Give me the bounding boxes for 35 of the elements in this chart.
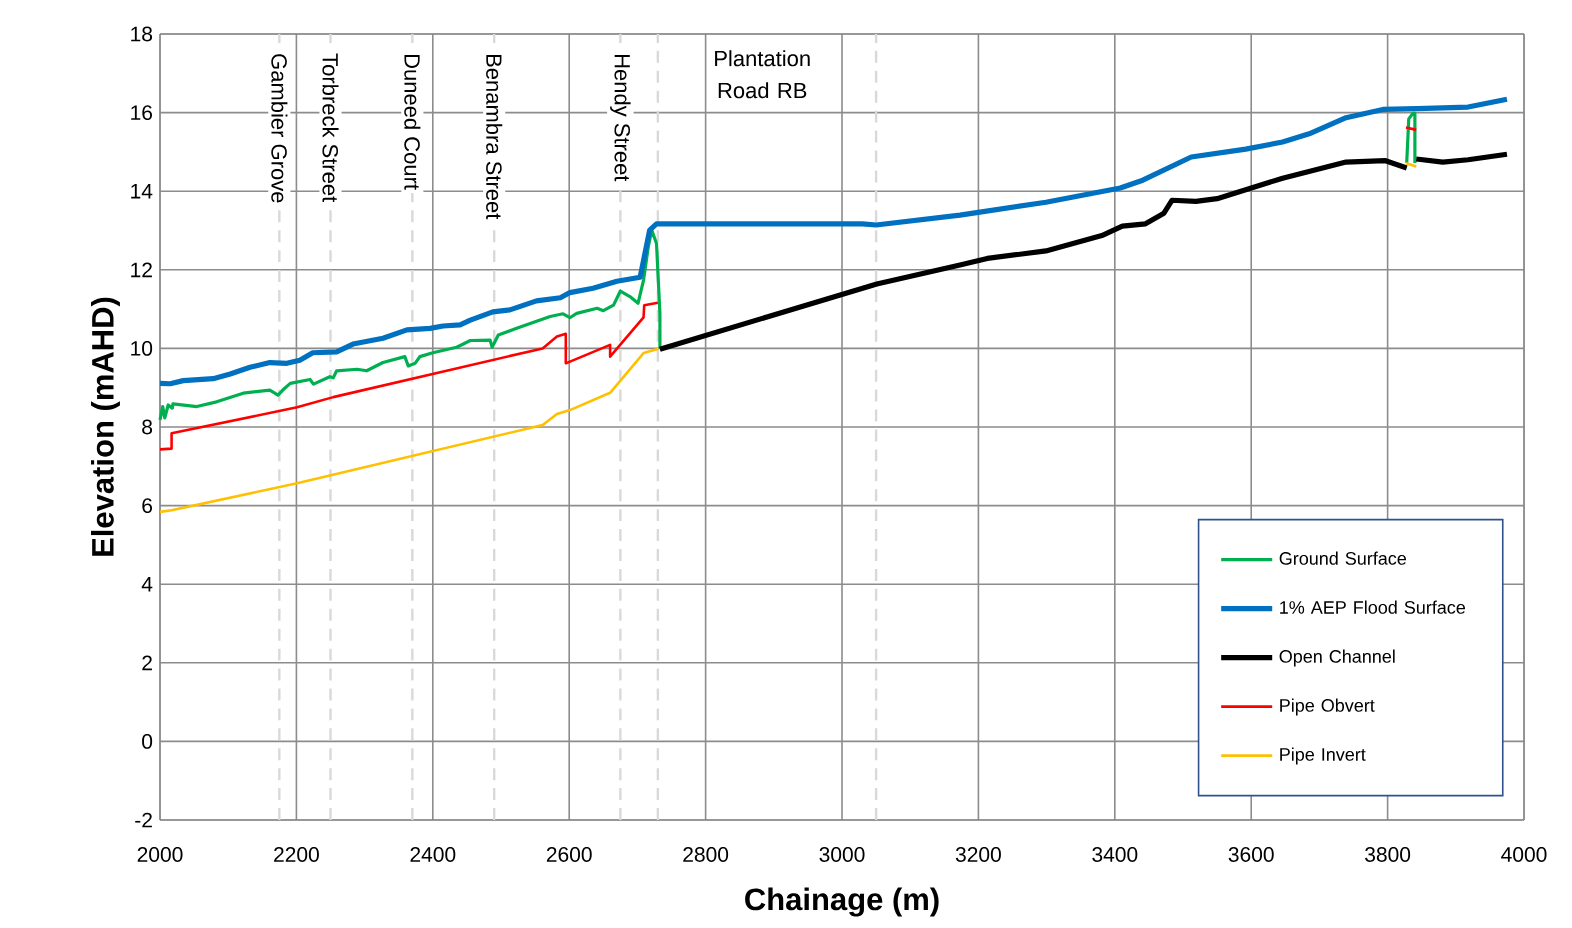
x-tick-label: 2200 [274,847,319,862]
y-tick-label: 0 [142,733,153,749]
y-tick-label: 2 [142,655,152,671]
x-tick-label: 2800 [683,847,729,862]
ref-line-label: Hendy Street [610,54,631,182]
x-tick-label: 3200 [955,847,1001,862]
y-tick-label: 6 [142,498,153,514]
y-tick-label: -2 [135,812,152,828]
ref-line-label: Torbreck Street [322,53,339,203]
x-tick-label: 3600 [1228,847,1274,862]
x-tick-label: 3000 [819,847,865,862]
annotation: Plantation Road RB [715,50,810,99]
y-tick-label: 18 [131,26,153,42]
y-axis-title: Elevation (mAHD) [91,297,120,556]
legend-label: Pipe Obvert [1280,698,1375,716]
x-axis-title: Chainage (m) [745,887,939,917]
x-tick-label: 4000 [1501,847,1547,862]
legend-label: Pipe Invert [1280,747,1366,765]
x-tick-label: 3400 [1092,847,1138,862]
x-tick-label: 2600 [546,847,592,862]
ref-line-label: Duneed Court [404,54,421,190]
ref-line-label: Gambier Grove [271,54,288,203]
legend-label: Open Channel [1279,649,1395,667]
y-tick-label: 4 [141,576,153,592]
x-tick-label: 3800 [1365,847,1411,862]
y-tick-label: 16 [131,105,153,121]
legend-label: 1% AEP Flood Surface [1280,600,1466,614]
y-tick-label: 14 [131,183,153,199]
y-tick-label: 12 [131,262,152,278]
ref-line-label: Benambra Street [486,54,503,220]
y-tick-label: 10 [131,340,153,356]
x-tick-label: 2000 [137,847,183,862]
y-tick-label: 8 [142,419,153,435]
x-tick-label: 2400 [410,847,456,862]
legend-label: Ground Surface [1279,551,1407,565]
